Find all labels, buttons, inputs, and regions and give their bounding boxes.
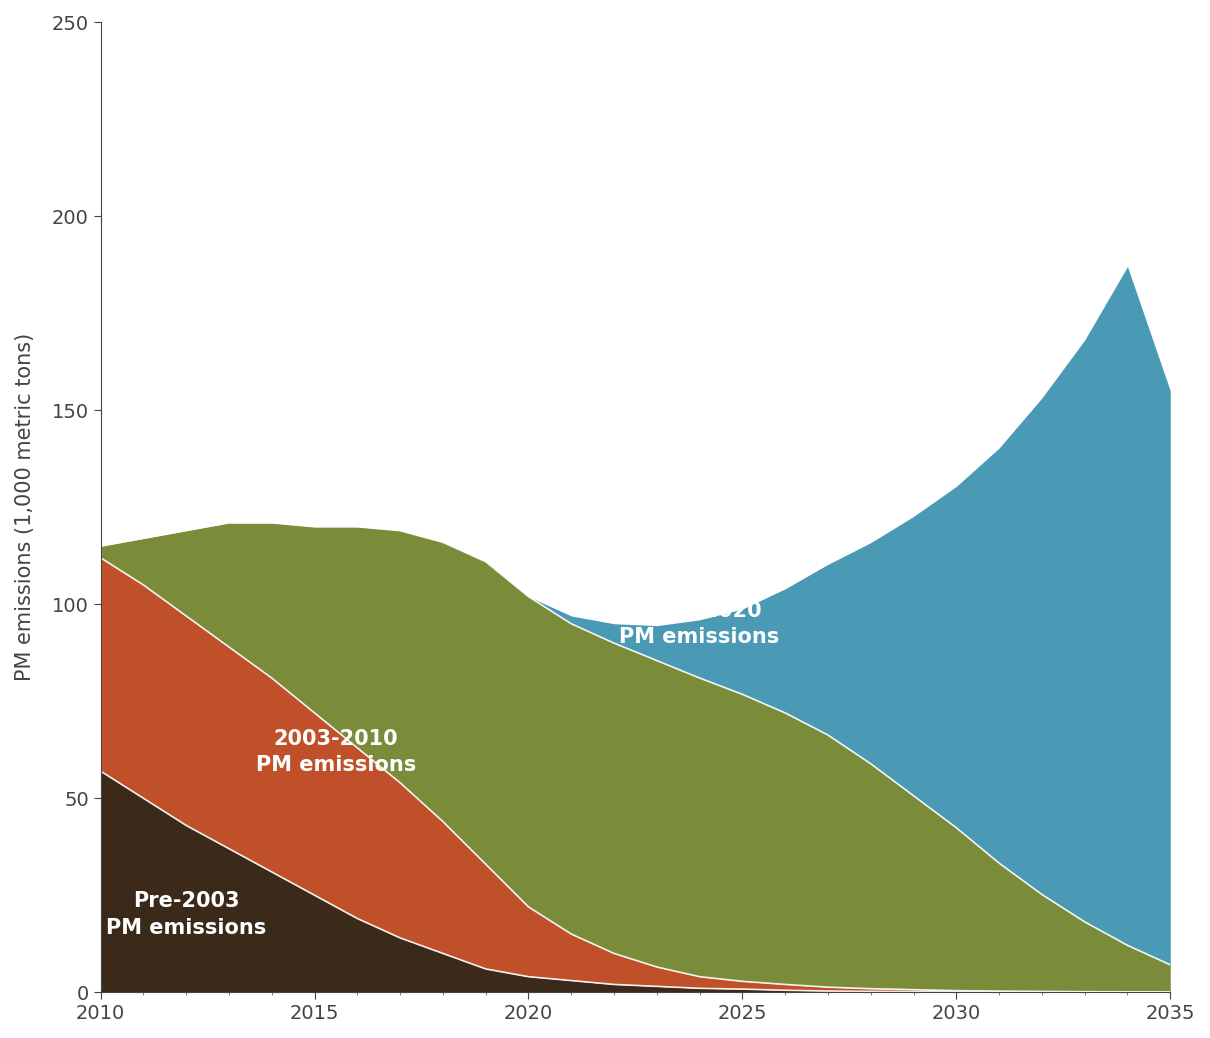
Text: Pre-2003
PM emissions: Pre-2003 PM emissions [106,892,266,937]
Y-axis label: PM emissions (1,000 metric tons): PM emissions (1,000 metric tons) [15,333,35,682]
Text: 2003-2010
PM emissions: 2003-2010 PM emissions [255,729,416,775]
Text: Post-2020
PM emissions: Post-2020 PM emissions [854,356,1015,403]
Text: 2010-2020
PM emissions: 2010-2020 PM emissions [620,601,779,647]
